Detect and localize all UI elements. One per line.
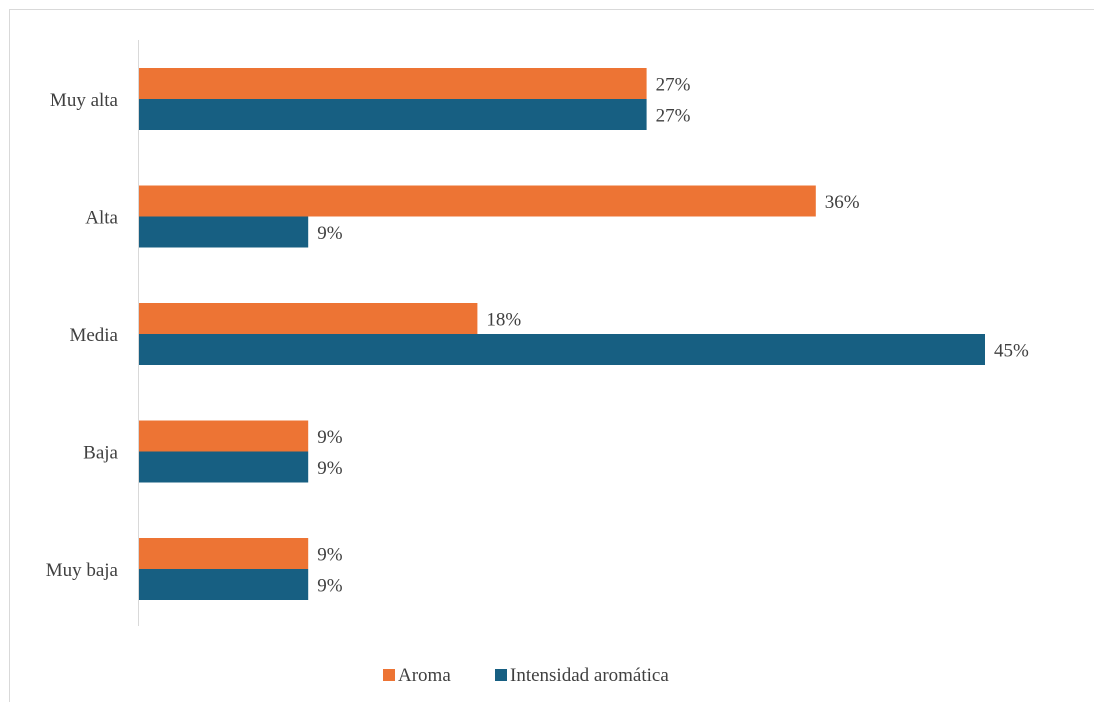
legend-swatch xyxy=(495,669,507,681)
value-label: 27% xyxy=(656,75,691,96)
value-label: 36% xyxy=(825,192,860,213)
chart-frame xyxy=(9,9,1094,702)
category-label: Muy baja xyxy=(46,560,119,581)
value-label: 9% xyxy=(317,576,343,597)
bar-aroma xyxy=(139,68,647,99)
category-label: Baja xyxy=(83,443,118,464)
category-label: Muy alta xyxy=(50,90,119,111)
legend-label: Aroma xyxy=(398,665,451,686)
value-label: 9% xyxy=(317,545,343,566)
bar-aroma xyxy=(139,420,309,452)
value-label: 45% xyxy=(994,341,1029,362)
category-label: Alta xyxy=(85,208,118,229)
bar-intensidad xyxy=(139,569,309,600)
bar-intensidad xyxy=(139,334,985,365)
value-label: 9% xyxy=(317,223,343,244)
bar-intensidad xyxy=(139,216,309,248)
value-label: 18% xyxy=(486,310,521,331)
value-label: 27% xyxy=(656,106,691,127)
bar-aroma xyxy=(139,185,816,217)
category-label: Media xyxy=(69,325,118,346)
bar-intensidad xyxy=(139,99,647,130)
legend-label: Intensidad aromática xyxy=(510,665,669,686)
value-label: 9% xyxy=(317,458,343,479)
legend-swatch xyxy=(383,669,395,681)
value-label: 9% xyxy=(317,427,343,448)
bar-aroma xyxy=(139,303,478,334)
bar-intensidad xyxy=(139,451,309,483)
bar-aroma xyxy=(139,538,309,569)
